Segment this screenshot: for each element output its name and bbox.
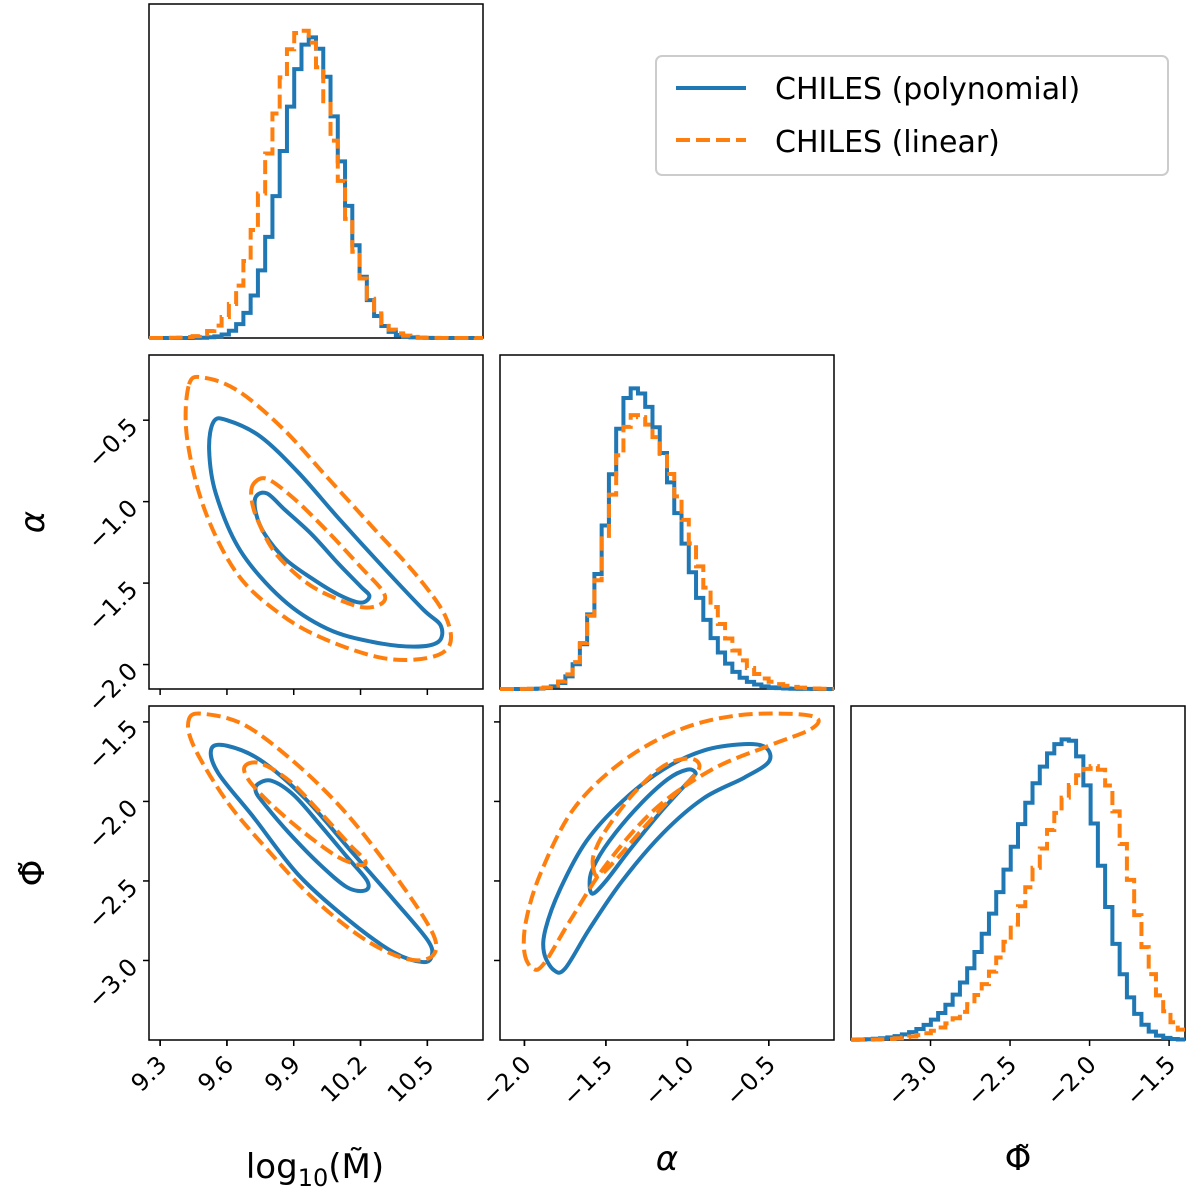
x-tick-label-alpha: −1.5 bbox=[557, 1050, 618, 1111]
contour-alpha-phi-linear-68pct bbox=[590, 756, 702, 879]
x-tick-label-phi: −1.5 bbox=[1120, 1050, 1181, 1111]
legend-label-polynomial: CHILES (polynomial) bbox=[775, 72, 1080, 107]
contour-logM-phi-polynomial-68pct bbox=[253, 778, 371, 894]
contour-alpha-phi-polynomial-68pct bbox=[587, 767, 698, 896]
legend-label-linear: CHILES (linear) bbox=[775, 125, 1000, 160]
contour-logM-phi-linear-68pct bbox=[242, 760, 368, 868]
legend: CHILES (polynomial) CHILES (linear) bbox=[655, 55, 1169, 176]
hist-series-logM-polynomial bbox=[149, 35, 483, 340]
y-tick-label-phi: −2.5 bbox=[82, 873, 143, 934]
hist-series-phi-linear bbox=[851, 764, 1185, 1042]
x-tick-label-phi: −2.5 bbox=[961, 1050, 1022, 1111]
y-tick-label-phi: −1.5 bbox=[82, 714, 143, 775]
y-axis-label-alpha: α bbox=[13, 511, 53, 533]
panel-hist-phi: −3.0 −2.5 −2.0 −1.5 bbox=[850, 705, 1186, 1111]
x-tick-label-phi: −2.0 bbox=[1041, 1050, 1102, 1111]
x-tick-label-logM: 9.6 bbox=[192, 1050, 239, 1097]
contour-alpha-phi-linear-95pct bbox=[521, 711, 821, 972]
contour-logM-alpha-linear-68pct bbox=[249, 476, 388, 610]
y-axis-label-phi: Φ̃ bbox=[13, 860, 53, 887]
x-tick-label-alpha: −2.0 bbox=[476, 1050, 537, 1111]
y-tick-label-phi: −2.0 bbox=[82, 794, 143, 855]
x-tick-label-alpha: −0.5 bbox=[720, 1050, 781, 1111]
x-tick-label-logM: 10.5 bbox=[382, 1050, 440, 1108]
hist-series-alpha-polynomial bbox=[500, 386, 834, 691]
hist-series-logM-linear bbox=[149, 28, 483, 340]
contour-logM-phi-polynomial-95pct bbox=[208, 742, 435, 965]
hist-series-phi-polynomial bbox=[851, 737, 1185, 1042]
contour-alpha-phi-polynomial-95pct bbox=[541, 742, 773, 975]
y-tick-label-alpha: −1.0 bbox=[82, 494, 143, 555]
x-tick-label-alpha: −1.0 bbox=[639, 1050, 700, 1111]
y-tick-label-phi: −3.0 bbox=[82, 953, 143, 1014]
panel-alpha-vs-phi: −2.0 −1.5 −1.0 −0.5 bbox=[476, 705, 835, 1111]
x-axis-label-logM: log10(M̃) bbox=[246, 1147, 384, 1190]
x-tick-label-phi: −3.0 bbox=[882, 1050, 943, 1111]
contour-logM-phi-linear-95pct bbox=[186, 711, 439, 963]
y-tick-label-alpha: −0.5 bbox=[82, 413, 143, 474]
x-tick-label-logM: 10.2 bbox=[315, 1050, 373, 1108]
x-axis-label-phi: Φ̃ bbox=[1005, 1139, 1032, 1179]
x-tick-label-logM: 9.3 bbox=[126, 1050, 173, 1097]
contour-logM-alpha-linear-95pct bbox=[183, 374, 453, 662]
legend-frame bbox=[655, 55, 1169, 176]
contour-logM-alpha-polynomial-95pct bbox=[207, 416, 445, 649]
panel-hist-alpha bbox=[499, 354, 835, 1046]
hist-series-alpha-linear bbox=[500, 413, 834, 691]
x-tick-label-logM: 9.9 bbox=[259, 1050, 306, 1097]
y-tick-label-alpha: −2.0 bbox=[82, 657, 143, 718]
contour-logM-alpha-polynomial-68pct bbox=[252, 490, 372, 605]
panel-logM-vs-alpha: −2.0 −1.5 −1.0 −0.5 bbox=[82, 354, 484, 718]
panel-logM-vs-phi: 9.3 9.6 9.9 10.2 10.5 −3.0 −2.5 −2.0 −1.5 bbox=[82, 705, 484, 1108]
y-tick-label-alpha: −1.5 bbox=[82, 576, 143, 637]
x-axis-label-alpha: α bbox=[656, 1139, 678, 1179]
